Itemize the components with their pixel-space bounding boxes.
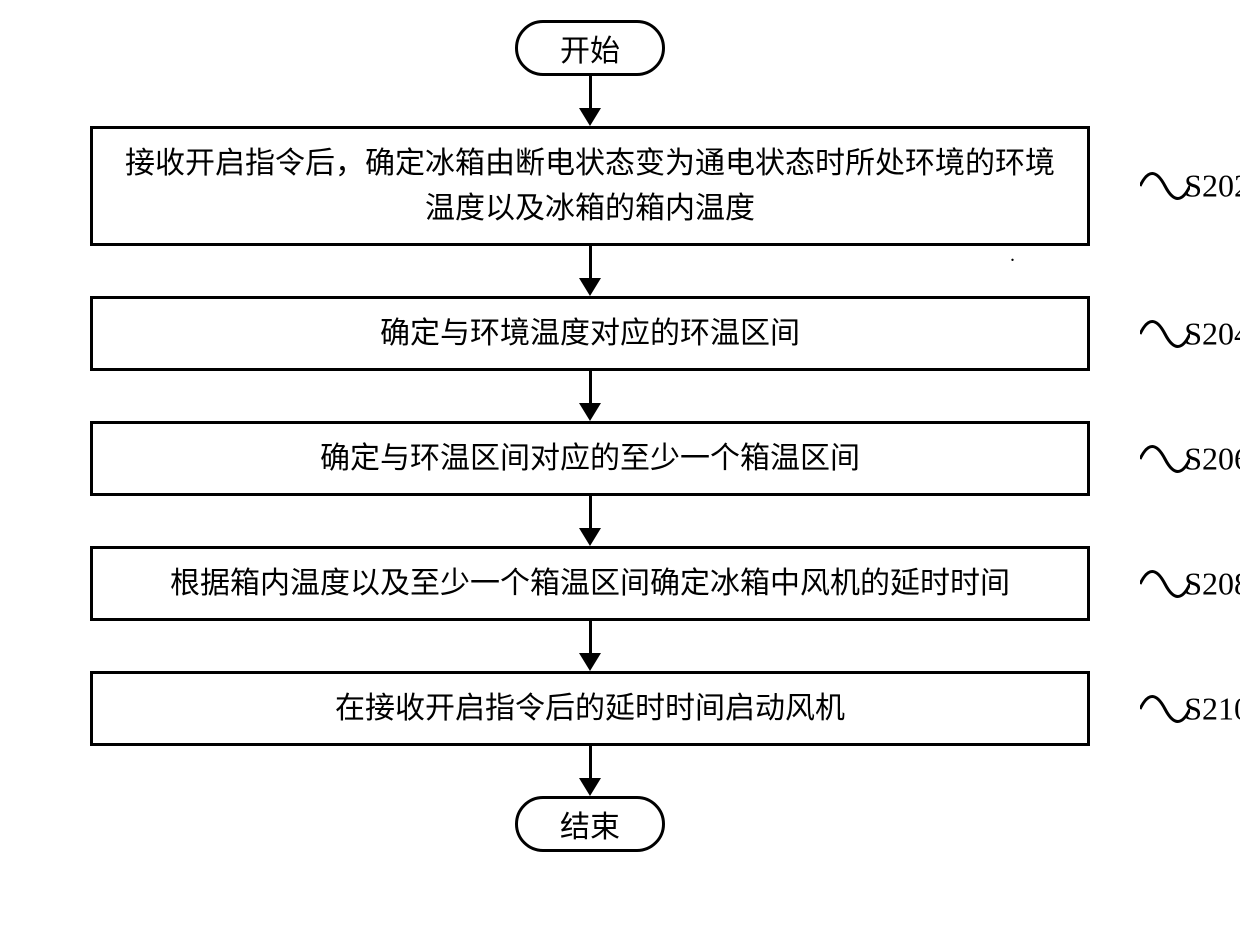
start-label: 开始 bbox=[560, 26, 620, 70]
stray-dot: . bbox=[1010, 244, 1015, 267]
arrow-line bbox=[589, 371, 592, 406]
arrow-head-icon bbox=[579, 403, 601, 421]
step-label: S208 bbox=[1184, 565, 1240, 602]
step-label: S204 bbox=[1184, 315, 1240, 352]
start-node: 开始 bbox=[40, 20, 1140, 76]
process-box: 根据箱内温度以及至少一个箱温区间确定冰箱中风机的延时时间 bbox=[90, 546, 1090, 621]
arrow-head-icon bbox=[579, 278, 601, 296]
arrow-line bbox=[589, 76, 592, 111]
arrow-head-icon bbox=[579, 108, 601, 126]
arrow bbox=[40, 76, 1140, 126]
process-s208: 根据箱内温度以及至少一个箱温区间确定冰箱中风机的延时时间 S208 bbox=[40, 546, 1140, 621]
arrow bbox=[40, 621, 1140, 671]
process-box: 接收开启指令后，确定冰箱由断电状态变为通电状态时所处环境的环境温度以及冰箱的箱内… bbox=[90, 126, 1090, 246]
process-text: 根据箱内温度以及至少一个箱温区间确定冰箱中风机的延时时间 bbox=[170, 561, 1010, 606]
end-node: 结束 bbox=[40, 796, 1140, 852]
process-s210: 在接收开启指令后的延时时间启动风机 S210 bbox=[40, 671, 1140, 746]
arrow bbox=[40, 371, 1140, 421]
connector-wave-icon bbox=[1140, 304, 1190, 364]
step-label: S206 bbox=[1184, 440, 1240, 477]
process-s202: 接收开启指令后，确定冰箱由断电状态变为通电状态时所处环境的环境温度以及冰箱的箱内… bbox=[40, 126, 1140, 246]
process-text: 确定与环境温度对应的环温区间 bbox=[380, 311, 800, 356]
process-text: 在接收开启指令后的延时时间启动风机 bbox=[335, 686, 845, 731]
arrow bbox=[40, 746, 1140, 796]
step-label: S210 bbox=[1184, 690, 1240, 727]
arrow-head-icon bbox=[579, 778, 601, 796]
flowchart-container: 开始 接收开启指令后，确定冰箱由断电状态变为通电状态时所处环境的环境温度以及冰箱… bbox=[40, 20, 1140, 852]
process-box: 确定与环境温度对应的环温区间 bbox=[90, 296, 1090, 371]
arrow-line bbox=[589, 246, 592, 281]
terminal-end: 结束 bbox=[515, 796, 665, 852]
process-box: 确定与环温区间对应的至少一个箱温区间 bbox=[90, 421, 1090, 496]
process-text: 接收开启指令后，确定冰箱由断电状态变为通电状态时所处环境的环境温度以及冰箱的箱内… bbox=[113, 141, 1067, 231]
end-label: 结束 bbox=[560, 802, 620, 846]
arrow-line bbox=[589, 621, 592, 656]
step-label: S202 bbox=[1184, 168, 1240, 205]
arrow bbox=[40, 246, 1140, 296]
process-s204: 确定与环境温度对应的环温区间 S204 bbox=[40, 296, 1140, 371]
process-box: 在接收开启指令后的延时时间启动风机 bbox=[90, 671, 1090, 746]
arrow-head-icon bbox=[579, 653, 601, 671]
arrow-line bbox=[589, 746, 592, 781]
connector-wave-icon bbox=[1140, 156, 1190, 216]
process-text: 确定与环温区间对应的至少一个箱温区间 bbox=[320, 436, 860, 481]
process-s206: 确定与环温区间对应的至少一个箱温区间 S206 bbox=[40, 421, 1140, 496]
connector-wave-icon bbox=[1140, 679, 1190, 739]
arrow-line bbox=[589, 496, 592, 531]
connector-wave-icon bbox=[1140, 554, 1190, 614]
arrow bbox=[40, 496, 1140, 546]
terminal-start: 开始 bbox=[515, 20, 665, 76]
arrow-head-icon bbox=[579, 528, 601, 546]
connector-wave-icon bbox=[1140, 429, 1190, 489]
